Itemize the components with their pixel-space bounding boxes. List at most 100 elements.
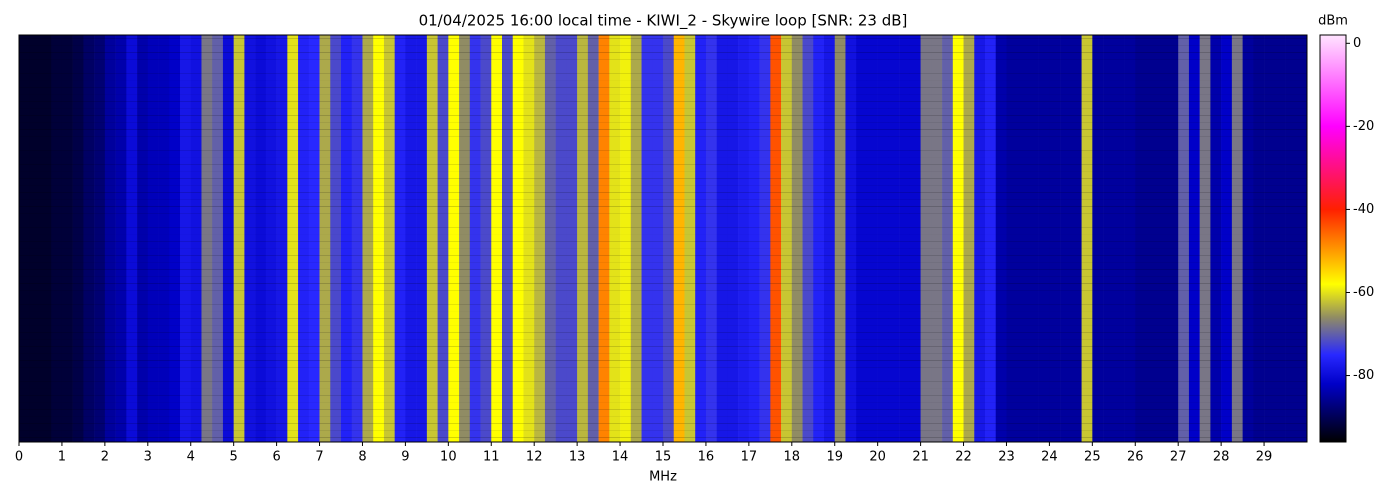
colorbar-tick-label: -60 <box>1353 285 1374 300</box>
x-tick-label: 10 <box>440 450 457 465</box>
spectrum-cell <box>405 35 417 442</box>
spectrum-cell <box>555 35 567 442</box>
texture <box>19 185 1307 186</box>
spectrum-cell <box>190 35 202 442</box>
spectrum-cell <box>1253 35 1265 442</box>
spectrum-cell <box>83 35 95 442</box>
texture <box>19 115 1307 116</box>
spectrum-cell <box>373 35 385 442</box>
x-tick-label: 23 <box>998 450 1015 465</box>
spectrum-cell <box>1199 35 1211 442</box>
texture <box>19 409 1307 410</box>
texture <box>19 283 1307 284</box>
spectrum-cell <box>1221 35 1233 442</box>
texture <box>19 122 1307 123</box>
spectrum-cell <box>319 35 331 442</box>
x-tick-label: 8 <box>358 450 366 465</box>
spectrum-cell <box>61 35 73 442</box>
spectrum-cell <box>877 35 889 442</box>
texture <box>19 59 1307 60</box>
spectrum-cell <box>1242 35 1254 442</box>
spectrum-cell <box>351 35 363 442</box>
spectrum-cell <box>1060 35 1072 442</box>
spectrum-cell <box>180 35 192 442</box>
spectrum-cell <box>222 35 234 442</box>
spectrum-cell <box>1081 35 1093 442</box>
spectrum-cell <box>695 35 707 442</box>
x-tick-label: 9 <box>401 450 409 465</box>
x-tick-label: 2 <box>101 450 109 465</box>
texture <box>19 367 1307 368</box>
x-tick-label: 1 <box>58 450 66 465</box>
spectrum-cell <box>834 35 846 442</box>
x-tick-label: 6 <box>272 450 280 465</box>
texture <box>19 437 1307 438</box>
spectrum-cell <box>158 35 170 442</box>
texture <box>19 388 1307 389</box>
x-tick-label: 17 <box>741 450 758 465</box>
colorbar-tick-label: -20 <box>1353 119 1374 134</box>
spectrum-cell <box>748 35 760 442</box>
x-tick-label: 27 <box>1170 450 1187 465</box>
spectrum-cell <box>1156 35 1168 442</box>
spectrum-cell <box>1038 35 1050 442</box>
spectrum-cell <box>716 35 728 442</box>
spectrum-cell <box>684 35 696 442</box>
spectrum-cell <box>448 35 460 442</box>
spectrum-cell <box>255 35 267 442</box>
texture <box>19 325 1307 326</box>
x-tick-label: 28 <box>1213 450 1230 465</box>
spectrum-cell <box>94 35 106 442</box>
spectrum-cell <box>265 35 277 442</box>
texture <box>19 262 1307 263</box>
spectrum-cell <box>1124 35 1136 442</box>
spectrum-cell <box>1017 35 1029 442</box>
texture <box>19 227 1307 228</box>
spectrum-cell <box>1210 35 1222 442</box>
spectrum-cell <box>341 35 353 442</box>
spectrum-cell <box>630 35 642 442</box>
x-tick-label: 5 <box>230 450 238 465</box>
spectrum-cell <box>738 35 750 442</box>
x-tick-label: 11 <box>483 450 500 465</box>
spectrum-cell <box>1070 35 1082 442</box>
spectrum-cell <box>942 35 954 442</box>
spectrum-cell <box>1264 35 1276 442</box>
colorbar-tick-label: -80 <box>1353 368 1374 383</box>
spectrum-cell <box>480 35 492 442</box>
spectrum-cell <box>512 35 524 442</box>
texture <box>19 199 1307 200</box>
spectrum-cell <box>813 35 825 442</box>
spectrum-cell <box>824 35 836 442</box>
spectrum-cell <box>233 35 245 442</box>
spectrum-cell <box>287 35 299 442</box>
spectrum-cell <box>931 35 943 442</box>
spectrum-cell <box>502 35 514 442</box>
x-tick-label: 15 <box>655 450 672 465</box>
spectrum-cell <box>577 35 589 442</box>
spectrum-cell <box>523 35 535 442</box>
texture <box>19 45 1307 46</box>
spectrum-cell <box>663 35 675 442</box>
spectrum-cell <box>383 35 395 442</box>
texture <box>19 178 1307 179</box>
spectrum-cell <box>566 35 578 442</box>
spectrum-cell <box>298 35 310 442</box>
texture <box>19 290 1307 291</box>
spectrum-cell <box>845 35 857 442</box>
spectrum-cell <box>244 35 256 442</box>
texture <box>19 430 1307 431</box>
spectrum-cell <box>985 35 997 442</box>
spectrum-cell <box>759 35 771 442</box>
texture <box>19 311 1307 312</box>
spectrum-cell <box>362 35 374 442</box>
texture <box>19 332 1307 333</box>
spectrum-cell <box>201 35 213 442</box>
texture <box>19 346 1307 347</box>
texture <box>19 101 1307 102</box>
texture <box>19 248 1307 249</box>
spectrum-cell <box>1285 35 1297 442</box>
spectrum-cell <box>641 35 653 442</box>
texture <box>19 80 1307 81</box>
spectrum-cell <box>920 35 932 442</box>
